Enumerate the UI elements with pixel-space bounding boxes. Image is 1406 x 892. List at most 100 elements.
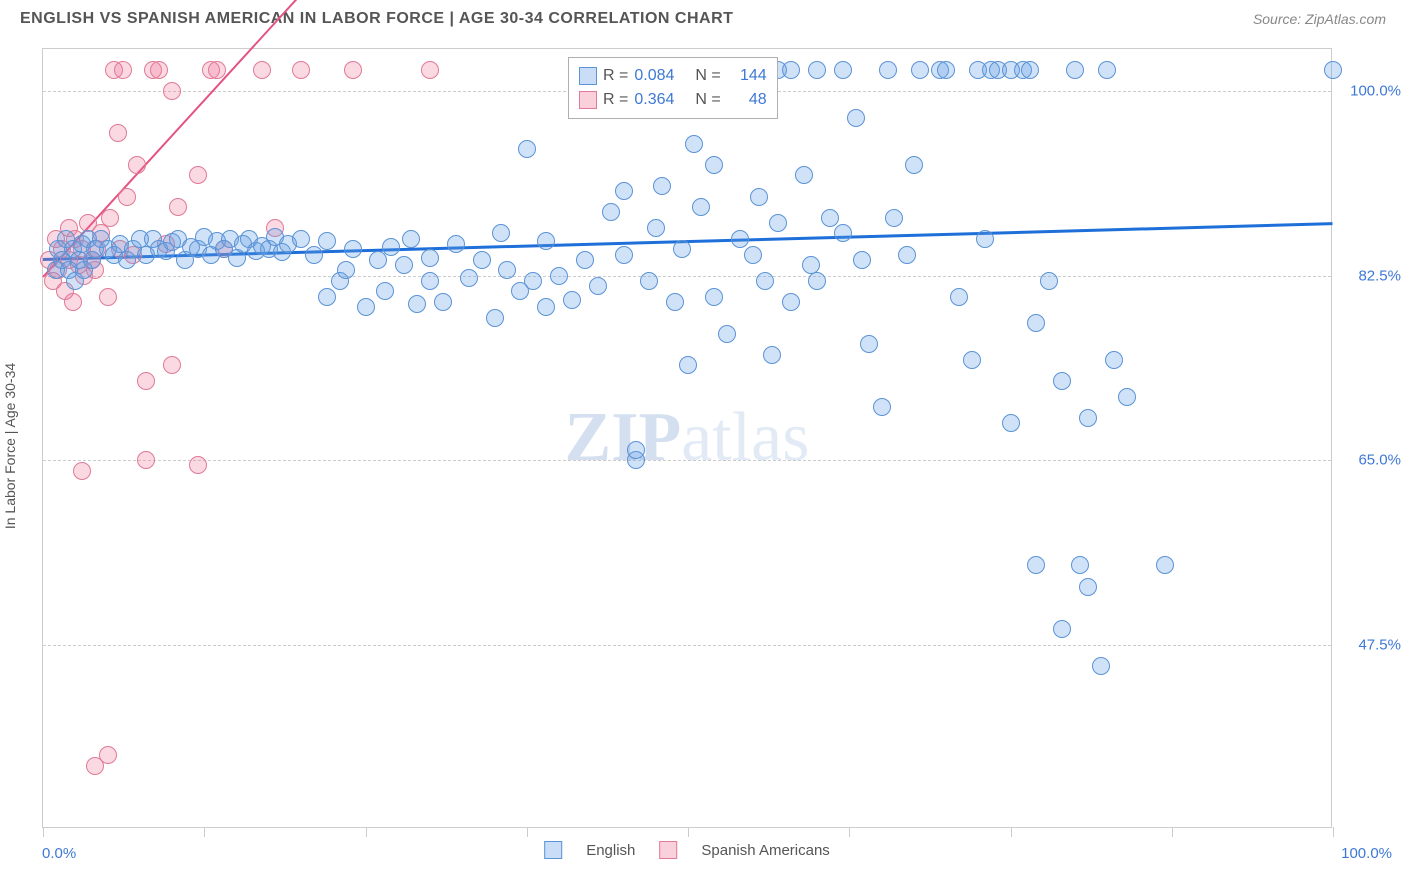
spanish-point <box>137 372 155 390</box>
english-point <box>460 269 478 287</box>
english-point <box>395 256 413 274</box>
english-point <box>705 288 723 306</box>
english-point <box>685 135 703 153</box>
chart-area: 47.5%65.0%82.5%100.0% ZIPatlas R =0.084N… <box>42 48 1332 828</box>
english-point <box>853 251 871 269</box>
r-value: 0.364 <box>634 88 689 112</box>
legend-row: R =0.364N = 48 <box>579 88 767 112</box>
spanish-point <box>421 61 439 79</box>
english-point <box>976 230 994 248</box>
english-point <box>498 261 516 279</box>
english-point <box>1027 556 1045 574</box>
spanish-point <box>101 209 119 227</box>
spanish-point <box>344 61 362 79</box>
english-point <box>615 182 633 200</box>
spanish-point <box>163 356 181 374</box>
english-point <box>1079 409 1097 427</box>
english-point <box>905 156 923 174</box>
english-point <box>537 232 555 250</box>
english-point <box>808 61 826 79</box>
english-point <box>1021 61 1039 79</box>
english-point <box>963 351 981 369</box>
english-point <box>647 219 665 237</box>
spanish-label: Spanish Americans <box>701 842 829 859</box>
english-point <box>750 188 768 206</box>
spanish-point <box>99 288 117 306</box>
english-point <box>376 282 394 300</box>
english-point <box>344 240 362 258</box>
n-label: N = <box>695 88 720 112</box>
spanish-point <box>118 188 136 206</box>
english-point <box>576 251 594 269</box>
r-label: R = <box>603 88 628 112</box>
english-point <box>834 224 852 242</box>
english-point <box>408 295 426 313</box>
spanish-point <box>73 462 91 480</box>
english-point <box>937 61 955 79</box>
english-point <box>1079 578 1097 596</box>
spanish-point <box>189 166 207 184</box>
english-point <box>653 177 671 195</box>
english-point <box>1071 556 1089 574</box>
english-label: English <box>586 842 635 859</box>
english-point <box>589 277 607 295</box>
english-point <box>337 261 355 279</box>
r-label: R = <box>603 64 628 88</box>
n-label: N = <box>695 64 720 88</box>
english-point <box>602 203 620 221</box>
english-point <box>318 232 336 250</box>
series-legend: English Spanish Americans <box>544 841 830 859</box>
n-value: 48 <box>727 88 767 112</box>
english-point <box>492 224 510 242</box>
n-value: 144 <box>727 64 767 88</box>
english-point <box>847 109 865 127</box>
english-point <box>1092 657 1110 675</box>
chart-title: ENGLISH VS SPANISH AMERICAN IN LABOR FOR… <box>20 10 733 28</box>
chart-source: Source: ZipAtlas.com <box>1253 11 1386 27</box>
spanish-point <box>64 293 82 311</box>
gridline <box>43 460 1331 461</box>
legend-swatch <box>579 67 597 85</box>
english-point <box>808 272 826 290</box>
english-point <box>834 61 852 79</box>
gridline <box>43 645 1331 646</box>
english-point <box>473 251 491 269</box>
english-point <box>486 309 504 327</box>
x-tick <box>688 827 689 837</box>
english-point <box>763 346 781 364</box>
english-point <box>537 298 555 316</box>
y-tick-label: 82.5% <box>1341 267 1401 284</box>
english-point <box>518 140 536 158</box>
english-point <box>640 272 658 290</box>
english-point <box>421 272 439 290</box>
english-point <box>434 293 452 311</box>
english-point <box>769 214 787 232</box>
english-point <box>950 288 968 306</box>
english-point <box>731 230 749 248</box>
english-point <box>860 335 878 353</box>
english-point <box>782 293 800 311</box>
spanish-point <box>208 61 226 79</box>
english-point <box>357 298 375 316</box>
english-point <box>673 240 691 258</box>
spanish-point <box>292 61 310 79</box>
english-point <box>1053 620 1071 638</box>
english-point <box>1098 61 1116 79</box>
x-tick <box>849 827 850 837</box>
english-point <box>550 267 568 285</box>
english-point <box>756 272 774 290</box>
spanish-point <box>189 456 207 474</box>
english-point <box>447 235 465 253</box>
english-point <box>1027 314 1045 332</box>
y-tick-label: 100.0% <box>1341 83 1401 100</box>
r-value: 0.084 <box>634 64 689 88</box>
english-point <box>885 209 903 227</box>
spanish-swatch <box>659 841 677 859</box>
correlation-legend: R =0.084N = 144 R =0.364N = 48 <box>568 57 778 119</box>
english-point <box>795 166 813 184</box>
english-point <box>1053 372 1071 390</box>
x-tick <box>1011 827 1012 837</box>
spanish-point <box>137 451 155 469</box>
english-point <box>692 198 710 216</box>
legend-row: R =0.084N = 144 <box>579 64 767 88</box>
